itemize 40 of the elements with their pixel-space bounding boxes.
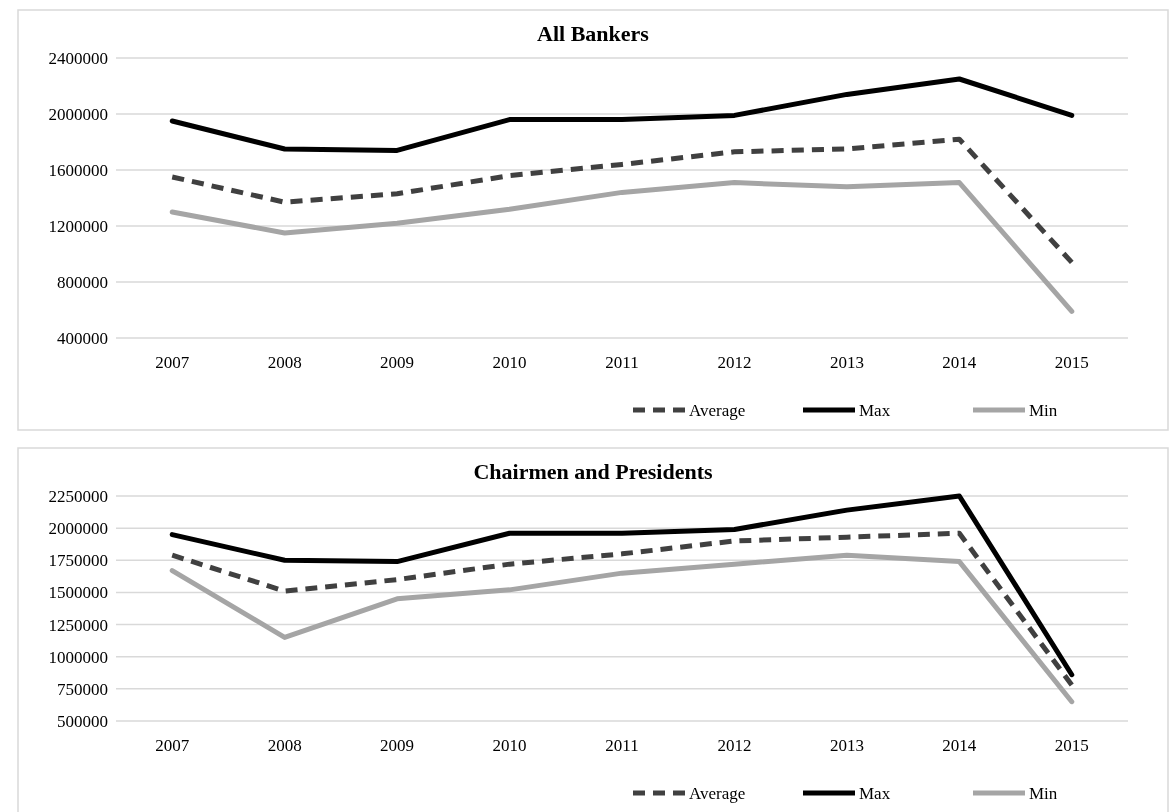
y-tick-label: 400000 [57, 328, 108, 348]
x-tick-label: 2007 [155, 353, 190, 372]
x-tick-label: 2013 [829, 353, 864, 372]
x-tick-label: 2015 [1054, 353, 1089, 372]
legend-label: Average [689, 783, 746, 803]
y-tick-label: 2000000 [48, 104, 108, 124]
x-tick-label: 2014 [942, 353, 977, 372]
y-tick-label: 1500000 [48, 583, 108, 603]
y-tick-label: 500000 [57, 711, 108, 731]
x-tick-label: 2012 [717, 353, 752, 372]
x-tick-label: 2008 [267, 736, 302, 755]
x-tick-label: 2012 [717, 736, 752, 755]
legend-label: Average [689, 400, 746, 420]
legend-label: Max [859, 783, 891, 803]
y-tick-label: 1750000 [48, 551, 108, 571]
x-tick-label: 2011 [605, 736, 639, 755]
x-tick-label: 2013 [829, 736, 864, 755]
legend-label: Max [859, 400, 891, 420]
y-tick-label: 800000 [57, 272, 108, 292]
x-tick-label: 2011 [605, 353, 639, 372]
y-tick-label: 750000 [57, 679, 108, 699]
x-tick-label: 2009 [380, 353, 415, 372]
x-tick-label: 2007 [155, 736, 190, 755]
legend-label: Min [1029, 783, 1058, 803]
y-tick-label: 1600000 [48, 160, 108, 180]
y-tick-label: 2000000 [48, 519, 108, 539]
y-tick-label: 1200000 [48, 216, 108, 236]
legend-label: Min [1029, 400, 1058, 420]
y-tick-label: 2400000 [48, 48, 108, 68]
y-tick-label: 1000000 [48, 647, 108, 667]
x-tick-label: 2009 [380, 736, 415, 755]
y-tick-label: 1250000 [48, 615, 108, 635]
x-tick-label: 2010 [492, 353, 527, 372]
chart-title: All Bankers [537, 21, 650, 46]
x-tick-label: 2014 [942, 736, 977, 755]
y-tick-label: 2250000 [48, 486, 108, 506]
x-tick-label: 2015 [1054, 736, 1089, 755]
x-tick-label: 2010 [492, 736, 527, 755]
x-tick-label: 2008 [267, 353, 302, 372]
chart-title: Chairmen and Presidents [473, 459, 714, 484]
